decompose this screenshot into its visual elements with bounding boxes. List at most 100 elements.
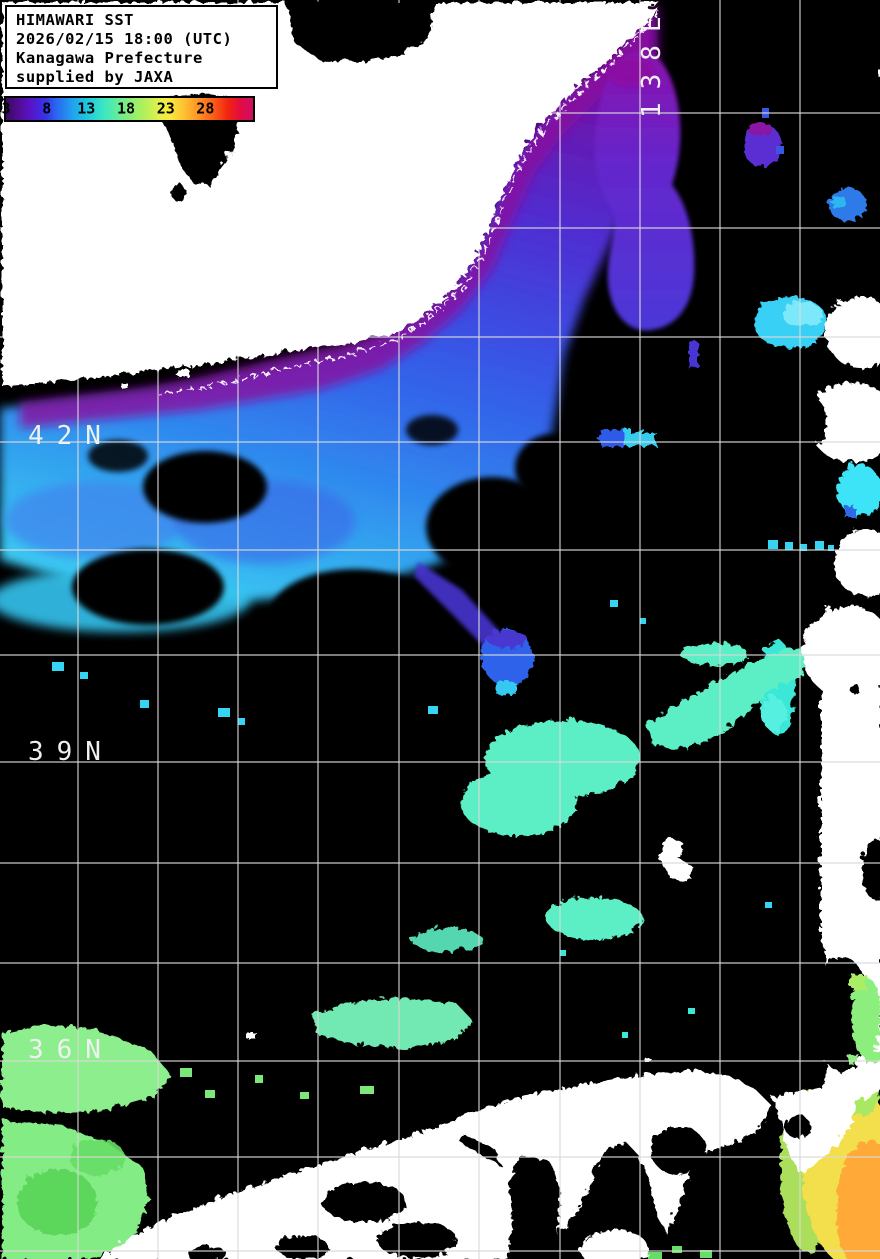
map-shape bbox=[876, 68, 880, 75]
map-shape bbox=[832, 526, 880, 594]
colorbar-gradient bbox=[6, 98, 253, 120]
map-shape bbox=[169, 181, 183, 199]
map-shape bbox=[776, 146, 784, 154]
map-shape bbox=[622, 1032, 628, 1038]
map-timestamp: 2026/02/15 18:00 (UTC) bbox=[16, 30, 233, 48]
map-shape bbox=[52, 662, 64, 671]
map-shape bbox=[815, 541, 824, 550]
map-shape bbox=[594, 51, 695, 331]
map-shape bbox=[544, 895, 640, 937]
map-shape bbox=[645, 646, 806, 748]
map-shape bbox=[180, 1068, 192, 1077]
map-shape bbox=[205, 1090, 215, 1098]
map-shape bbox=[800, 604, 880, 696]
map-shape bbox=[640, 618, 646, 624]
map-shape bbox=[95, 1068, 768, 1259]
map-shape bbox=[782, 1113, 808, 1135]
grid-label: 39N bbox=[28, 737, 114, 767]
map-shape bbox=[238, 718, 245, 725]
map-shape bbox=[245, 1030, 254, 1037]
map-shape bbox=[485, 628, 525, 646]
grid-label: 138E bbox=[637, 3, 667, 118]
map-shape bbox=[818, 678, 880, 953]
map-shape bbox=[645, 1057, 650, 1062]
map-shape bbox=[598, 428, 624, 444]
map-shape bbox=[155, 7, 657, 393]
map-shape bbox=[850, 972, 864, 988]
map-shape bbox=[255, 1075, 263, 1083]
map-shape bbox=[824, 294, 880, 366]
map-shape bbox=[672, 1246, 682, 1253]
map-shape bbox=[800, 544, 807, 551]
map-shape bbox=[845, 1052, 857, 1061]
colorbar-tick: 18 bbox=[117, 99, 136, 118]
map-shape bbox=[658, 834, 690, 880]
colorbar-tick: 28 bbox=[196, 99, 215, 118]
map-shape bbox=[150, 360, 158, 366]
map-shape bbox=[560, 950, 566, 956]
map-shape bbox=[862, 1050, 880, 1060]
map-supplier: supplied by JAXA bbox=[16, 68, 174, 86]
map-shape bbox=[792, 394, 824, 446]
map-shape bbox=[218, 708, 230, 717]
colorbar-tick: 3 bbox=[1, 99, 11, 118]
map-shape bbox=[610, 600, 618, 607]
map-shape bbox=[765, 902, 772, 908]
map-shape bbox=[842, 504, 853, 515]
map-shape bbox=[406, 415, 458, 445]
map-shape bbox=[360, 1086, 374, 1094]
map-shape bbox=[686, 340, 696, 366]
map-shape bbox=[128, 366, 138, 372]
map-shape bbox=[835, 297, 839, 301]
info-box: HIMAWARI SST 2026/02/15 18:00 (UTC) Kana… bbox=[5, 5, 278, 89]
map-shape bbox=[688, 1008, 695, 1014]
map-shape bbox=[860, 838, 880, 898]
map-shape bbox=[409, 926, 481, 950]
colorbar-tick: 23 bbox=[156, 99, 175, 118]
map-shape bbox=[300, 1092, 309, 1099]
map-shape bbox=[849, 975, 879, 1055]
map-provider: Kanagawa Prefecture bbox=[16, 49, 203, 67]
colorbar-tick: 8 bbox=[42, 99, 52, 118]
map-shape bbox=[284, 0, 432, 60]
map-shape bbox=[320, 1180, 404, 1220]
land-low-layer bbox=[95, 68, 880, 1259]
colorbar-tick: 13 bbox=[77, 99, 96, 118]
map-shape bbox=[768, 540, 778, 549]
map-shape bbox=[504, 1152, 558, 1259]
map-shape bbox=[72, 549, 224, 625]
map-shape bbox=[15, 1167, 95, 1233]
map-shape bbox=[375, 1220, 455, 1256]
map-shape bbox=[785, 542, 793, 550]
map-shape bbox=[770, 1084, 853, 1172]
map-shape bbox=[826, 185, 864, 219]
grid-label: 36N bbox=[28, 1035, 114, 1065]
map-shape bbox=[5, 482, 185, 558]
map-shape bbox=[175, 368, 187, 374]
map-shape bbox=[828, 545, 834, 551]
map-shape bbox=[426, 477, 558, 577]
map-shape bbox=[494, 680, 514, 692]
map-shape bbox=[310, 996, 470, 1046]
map-shape bbox=[835, 462, 879, 514]
map-shape bbox=[88, 440, 148, 472]
map-shape bbox=[648, 1252, 662, 1259]
map-shape bbox=[118, 380, 125, 385]
map-shape bbox=[143, 451, 267, 523]
map-shape bbox=[20, 20, 650, 428]
map-shape bbox=[597, 1178, 615, 1194]
map-shape bbox=[0, 4, 658, 602]
map-shape bbox=[648, 1124, 704, 1172]
map-shape bbox=[515, 434, 591, 502]
map-shape bbox=[458, 766, 574, 834]
map-shape bbox=[760, 695, 784, 729]
map-shape bbox=[847, 681, 857, 691]
map-shape bbox=[700, 1250, 712, 1258]
map-shape bbox=[196, 358, 204, 363]
map-shape bbox=[806, 380, 880, 460]
map-shape bbox=[0, 1022, 168, 1112]
map-shape bbox=[80, 672, 88, 679]
sea-layer bbox=[0, 4, 695, 662]
